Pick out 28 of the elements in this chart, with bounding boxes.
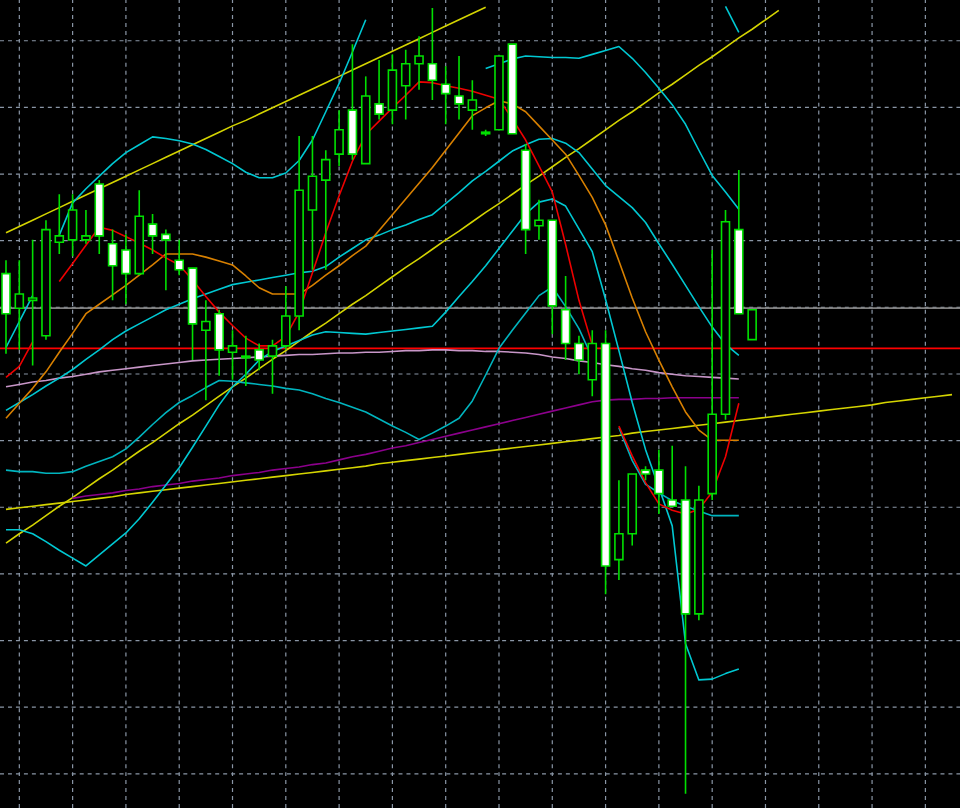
candlestick bbox=[694, 485, 704, 621]
candlestick bbox=[147, 213, 158, 255]
candlestick bbox=[680, 465, 691, 795]
candlestick bbox=[347, 43, 358, 161]
candlestick bbox=[161, 228, 171, 291]
candlestick bbox=[27, 239, 38, 367]
candlestick bbox=[707, 249, 717, 501]
candlestick bbox=[387, 53, 398, 126]
candlestick bbox=[334, 109, 344, 167]
candlestick bbox=[187, 267, 198, 361]
candlestick bbox=[440, 65, 451, 126]
candlestick bbox=[174, 239, 185, 276]
candlestick bbox=[267, 338, 278, 395]
candlestick bbox=[454, 55, 464, 121]
candlestick bbox=[107, 228, 118, 302]
candlestick bbox=[600, 329, 611, 596]
candlestick bbox=[654, 448, 664, 515]
candlestick bbox=[1, 259, 11, 355]
candlestick bbox=[560, 275, 571, 361]
candlestick bbox=[667, 444, 677, 508]
candlestick bbox=[520, 143, 531, 255]
candlestick bbox=[67, 193, 78, 258]
candlestick bbox=[427, 7, 438, 101]
candlestick bbox=[14, 259, 25, 351]
candlestick bbox=[467, 79, 478, 131]
candlestick bbox=[320, 149, 331, 271]
candlestick bbox=[227, 329, 238, 381]
candlestick bbox=[307, 135, 318, 271]
